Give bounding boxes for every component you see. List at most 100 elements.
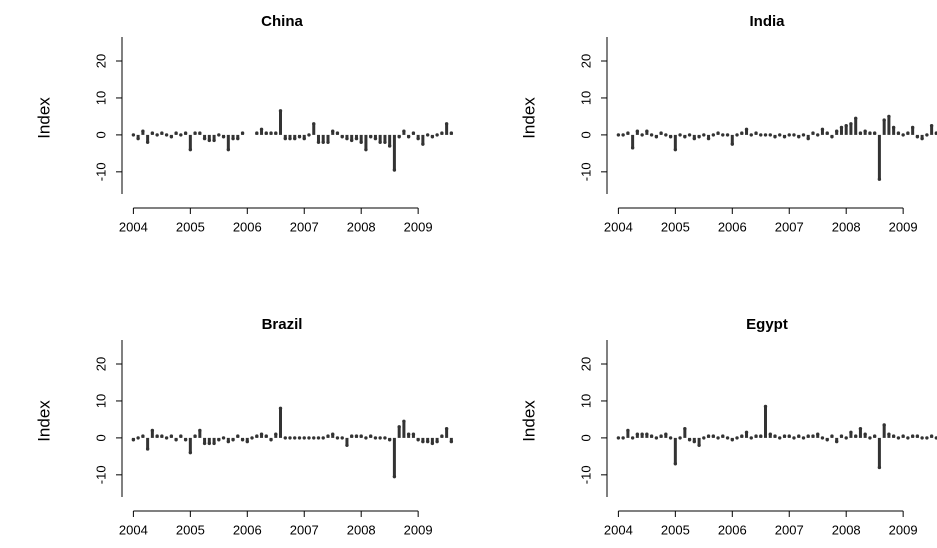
x-tick-label: 2008 xyxy=(832,219,861,234)
point xyxy=(340,436,344,440)
point xyxy=(259,127,264,132)
point xyxy=(326,140,330,144)
x-tick-label: 2006 xyxy=(718,522,747,537)
y-tick-label: 10 xyxy=(578,394,593,408)
point xyxy=(406,135,411,139)
point xyxy=(640,432,644,436)
point xyxy=(687,133,692,137)
point xyxy=(882,423,886,427)
point xyxy=(321,140,325,144)
point xyxy=(274,131,278,135)
point xyxy=(773,135,777,139)
point xyxy=(920,136,924,141)
point xyxy=(383,140,387,144)
point xyxy=(906,131,910,135)
point xyxy=(849,430,853,435)
y-tick-label: 0 xyxy=(578,131,593,138)
y-tick-label: -10 xyxy=(93,162,108,181)
point xyxy=(910,434,915,438)
point xyxy=(250,436,254,440)
point xyxy=(444,426,449,431)
point xyxy=(858,131,863,135)
x-tick-label: 2005 xyxy=(176,219,205,234)
point xyxy=(264,434,268,438)
x-tick-label: 2006 xyxy=(233,219,262,234)
point xyxy=(868,436,872,440)
point xyxy=(198,428,202,433)
point xyxy=(345,443,349,447)
point xyxy=(345,136,349,141)
panel-title: India xyxy=(749,13,785,30)
point xyxy=(664,432,668,436)
point xyxy=(920,436,924,440)
y-tick-label: 20 xyxy=(93,54,108,68)
point xyxy=(825,438,829,442)
point xyxy=(673,147,678,152)
y-axis-label: Index xyxy=(519,97,538,139)
point xyxy=(179,434,183,438)
y-tick-label: 20 xyxy=(93,357,108,371)
point xyxy=(169,434,174,438)
point xyxy=(378,140,382,144)
point xyxy=(283,136,287,141)
point xyxy=(359,140,363,144)
point xyxy=(621,133,625,137)
point xyxy=(331,432,335,436)
point xyxy=(155,434,159,438)
point xyxy=(806,136,810,141)
point xyxy=(274,432,278,436)
point xyxy=(340,135,344,139)
point xyxy=(160,434,164,438)
point xyxy=(421,439,425,444)
point xyxy=(854,116,858,120)
point xyxy=(188,450,193,455)
point xyxy=(193,434,197,438)
point xyxy=(844,123,848,128)
point xyxy=(744,430,749,435)
point xyxy=(668,436,673,440)
point xyxy=(929,434,934,438)
point xyxy=(435,439,439,444)
point xyxy=(740,131,744,135)
point xyxy=(226,439,231,444)
point xyxy=(906,436,910,440)
point xyxy=(226,147,231,152)
point xyxy=(198,131,202,135)
y-tick-label: 0 xyxy=(578,434,593,441)
point xyxy=(312,122,316,126)
x-tick-label: 2007 xyxy=(775,219,804,234)
point xyxy=(269,131,273,135)
point xyxy=(763,133,768,137)
point xyxy=(778,133,782,137)
point xyxy=(877,177,882,181)
point xyxy=(830,135,834,139)
point xyxy=(335,131,340,135)
point xyxy=(316,140,321,144)
point xyxy=(834,439,839,444)
point xyxy=(259,432,264,436)
x-tick-label: 2004 xyxy=(119,522,148,537)
point xyxy=(735,133,739,137)
point xyxy=(792,436,796,440)
point xyxy=(877,465,882,470)
point xyxy=(293,136,297,141)
point xyxy=(616,436,621,440)
point xyxy=(150,131,155,135)
point xyxy=(854,434,858,438)
point xyxy=(141,129,145,133)
y-axis-label: Index xyxy=(519,400,538,442)
point xyxy=(891,125,896,130)
point xyxy=(421,142,425,146)
point xyxy=(787,133,791,137)
point xyxy=(207,138,212,143)
point xyxy=(269,438,273,442)
point xyxy=(901,133,905,137)
point xyxy=(387,438,392,442)
point xyxy=(887,114,891,119)
point xyxy=(839,434,844,438)
point xyxy=(245,439,249,444)
point xyxy=(307,436,311,440)
point xyxy=(673,462,678,466)
point xyxy=(749,436,753,440)
x-tick-label: 2009 xyxy=(404,219,433,234)
